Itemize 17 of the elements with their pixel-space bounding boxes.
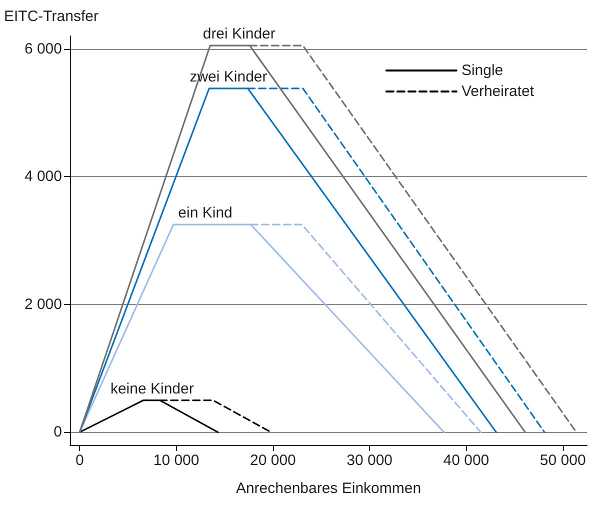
- x-tick-label: 30 000: [346, 452, 393, 469]
- y-tick-label: 0: [54, 424, 62, 441]
- x-tick-label: 10 000: [153, 452, 200, 469]
- y-axis-title: EITC-Transfer: [4, 8, 98, 25]
- y-tick-label: 2 000: [24, 296, 62, 313]
- x-tick-label: 40 000: [443, 452, 490, 469]
- x-tick-label: 50 000: [540, 452, 586, 469]
- annotation: ein Kind: [178, 204, 232, 222]
- y-tick-label: 4 000: [24, 168, 62, 186]
- x-tick-label: 20 000: [250, 452, 296, 469]
- x-axis-title: Anrechenbares Einkommen: [236, 480, 422, 497]
- legend-label: Verheiratet: [461, 83, 535, 100]
- annotation: keine Kinder: [110, 380, 194, 398]
- legend-label: Single: [461, 62, 504, 79]
- y-tick-label: 6 000: [24, 40, 62, 58]
- x-tick-label: 0: [75, 452, 84, 469]
- annotation: drei Kinder: [202, 26, 276, 43]
